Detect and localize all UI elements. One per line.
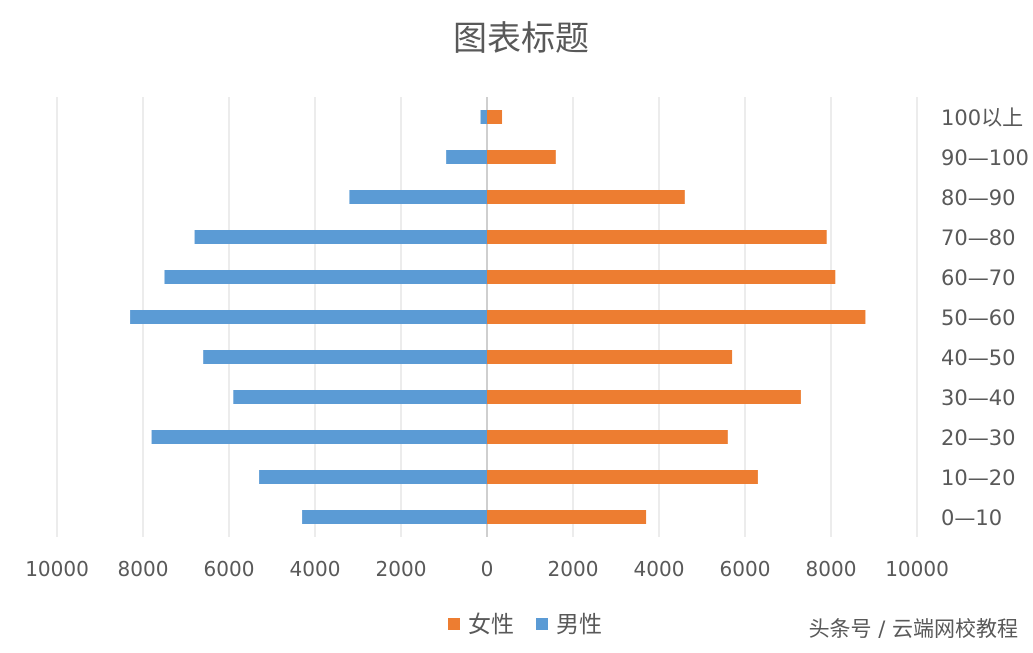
category-label: 10—20 [941,466,1015,490]
x-tick-label: 4000 [634,557,685,581]
chart-title: 图表标题 [453,19,589,59]
category-label: 70—80 [941,226,1015,250]
category-label: 40—50 [941,346,1015,370]
x-tick-label: 4000 [290,557,341,581]
x-tick-label: 10000 [25,557,89,581]
bar-female [487,350,733,364]
bar-female [487,190,685,204]
x-tick-label: 0 [481,557,494,581]
bar-male [164,270,487,284]
bar-female [487,470,758,484]
legend-swatch [448,618,460,630]
x-axis-ticks: 10000 8000 6000 4000 2000 0 2000 4000 6000 8000 10… [25,557,949,581]
bar-male [349,190,487,204]
legend-label: 女性 [468,612,514,638]
bar-female [487,430,728,444]
bar-female [487,270,836,284]
bar-male [203,350,487,364]
bar-male [194,230,487,244]
x-tick-label: 2000 [376,557,427,581]
category-label: 80—90 [941,186,1015,210]
bar-male [446,150,487,164]
bar-female [487,110,503,124]
x-tick-label: 6000 [720,557,771,581]
bar-female [487,510,647,524]
category-label: 50—60 [941,306,1015,330]
category-label: 30—40 [941,386,1015,410]
bar-female [487,310,866,324]
bar-female [487,390,801,404]
category-label: 0—10 [941,506,1002,530]
bar-female [487,230,827,244]
category-label: 20—30 [941,426,1015,450]
category-label: 100以上 [941,106,1023,130]
category-label: 60—70 [941,266,1015,290]
watermark-text: 头条号 / 云端网校教程 [809,617,1018,641]
legend-label: 男性 [556,612,602,638]
bars [130,110,866,524]
x-tick-label: 8000 [118,557,169,581]
x-tick-label: 8000 [806,557,857,581]
bar-male [233,390,487,404]
x-tick-label: 6000 [204,557,255,581]
x-tick-label: 10000 [885,557,949,581]
x-tick-label: 2000 [548,557,599,581]
category-labels: 0—10 10—20 20—30 30—40 40—50 50—60 60—70 70—80 8… [941,106,1029,530]
legend: 女性 男性 [448,612,602,638]
bar-male [130,310,487,324]
bar-female [487,150,556,164]
category-label: 90—100 [941,146,1029,170]
bar-male [302,510,487,524]
bar-male [259,470,487,484]
legend-swatch [536,618,548,630]
bar-male [480,110,487,124]
bar-male [151,430,487,444]
